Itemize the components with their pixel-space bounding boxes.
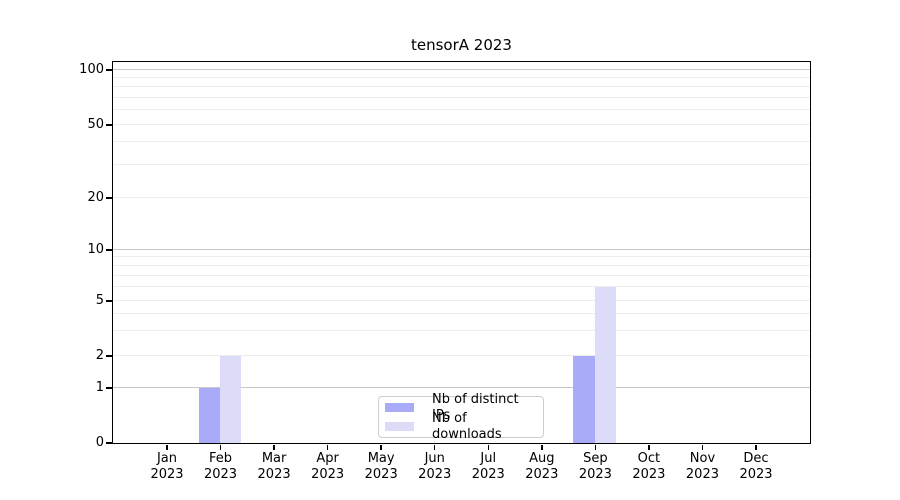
x-tick-label: Sep 2023 (578, 451, 612, 482)
x-tick-label: Apr 2023 (311, 451, 345, 482)
x-axis-tick (433, 444, 436, 450)
y-gridline-minor (112, 286, 810, 288)
x-tick-label: Oct 2023 (632, 451, 666, 482)
y-gridline-minor (112, 264, 810, 266)
x-axis-tick (487, 444, 490, 450)
y-gridline-minor (112, 123, 810, 125)
x-axis-tick (326, 444, 329, 450)
x-tick-label: Jun 2023 (418, 451, 452, 482)
y-gridline-major (112, 386, 810, 388)
y-gridline-minor (112, 256, 810, 258)
y-gridline-minor (112, 86, 810, 88)
y-axis-tick (106, 124, 112, 126)
x-axis-tick (219, 444, 222, 450)
legend-label-distinct-ips: Nb of distinct IPs (432, 391, 519, 423)
legend: Nb of distinct IPs Nb of downloads (378, 392, 544, 442)
y-gridline-minor (112, 196, 810, 198)
x-tick-label: Nov 2023 (685, 451, 719, 482)
y-tick-label: 20 (87, 190, 104, 205)
bar-downloads (220, 355, 242, 443)
y-tick-label: 2 (95, 348, 104, 363)
x-tick-label: Mar 2023 (257, 451, 291, 482)
y-gridline-minor (112, 96, 810, 98)
y-axis-tick (106, 300, 112, 302)
x-axis-tick (273, 444, 275, 450)
y-tick-label: 5 (95, 293, 104, 308)
y-gridline-minor (112, 312, 810, 314)
y-axis-tick (106, 69, 112, 71)
y-tick-label: 1 (95, 380, 104, 395)
legend-swatch-downloads-icon (385, 422, 414, 431)
y-gridline-minor (112, 109, 810, 111)
x-tick-label: Feb 2023 (203, 451, 238, 482)
x-axis-tick (541, 444, 543, 450)
y-tick-label: 100 (79, 62, 104, 77)
x-axis-tick (166, 444, 168, 450)
y-gridline-minor (112, 299, 810, 301)
y-gridline-major (112, 68, 810, 70)
legend-item-downloads: Nb of downloads (385, 411, 537, 442)
y-gridline-minor (112, 76, 810, 78)
x-tick-label: May 2023 (364, 451, 398, 482)
y-tick-label: 10 (87, 242, 104, 257)
x-tick-label: Aug 2023 (525, 451, 559, 482)
y-axis-tick (106, 442, 112, 444)
x-axis-tick (380, 444, 382, 450)
y-tick-label: 0 (95, 435, 104, 450)
plot-area (111, 60, 811, 444)
x-axis-tick (701, 444, 704, 450)
x-tick-label: Dec 2023 (739, 451, 773, 482)
x-tick-label: Jul 2023 (471, 451, 505, 482)
y-gridline-minor (112, 354, 810, 356)
chart-title: tensorA 2023 (411, 36, 512, 54)
x-axis-tick (755, 444, 757, 450)
y-axis-tick (106, 197, 112, 199)
y-axis-tick (106, 387, 112, 389)
y-gridline-major (112, 248, 810, 250)
legend-label-downloads: Nb of downloads (432, 410, 502, 442)
x-tick-label: Jan 2023 (150, 451, 184, 482)
bar-distinct-ips (198, 387, 221, 443)
y-gridline-minor (112, 141, 810, 143)
bar-downloads (594, 287, 617, 443)
x-axis-tick (594, 444, 597, 450)
y-axis-tick (106, 249, 112, 251)
y-tick-label: 50 (87, 117, 104, 132)
y-gridline-minor (112, 330, 810, 332)
legend-item-distinct-ips: Nb of distinct IPs (385, 392, 537, 423)
bar-distinct-ips (573, 355, 595, 443)
y-gridline-minor (112, 274, 810, 276)
y-axis-tick (106, 355, 112, 357)
legend-swatch-distinct-ips-icon (385, 403, 414, 412)
x-axis-tick (648, 444, 650, 450)
y-gridline-minor (112, 164, 810, 166)
